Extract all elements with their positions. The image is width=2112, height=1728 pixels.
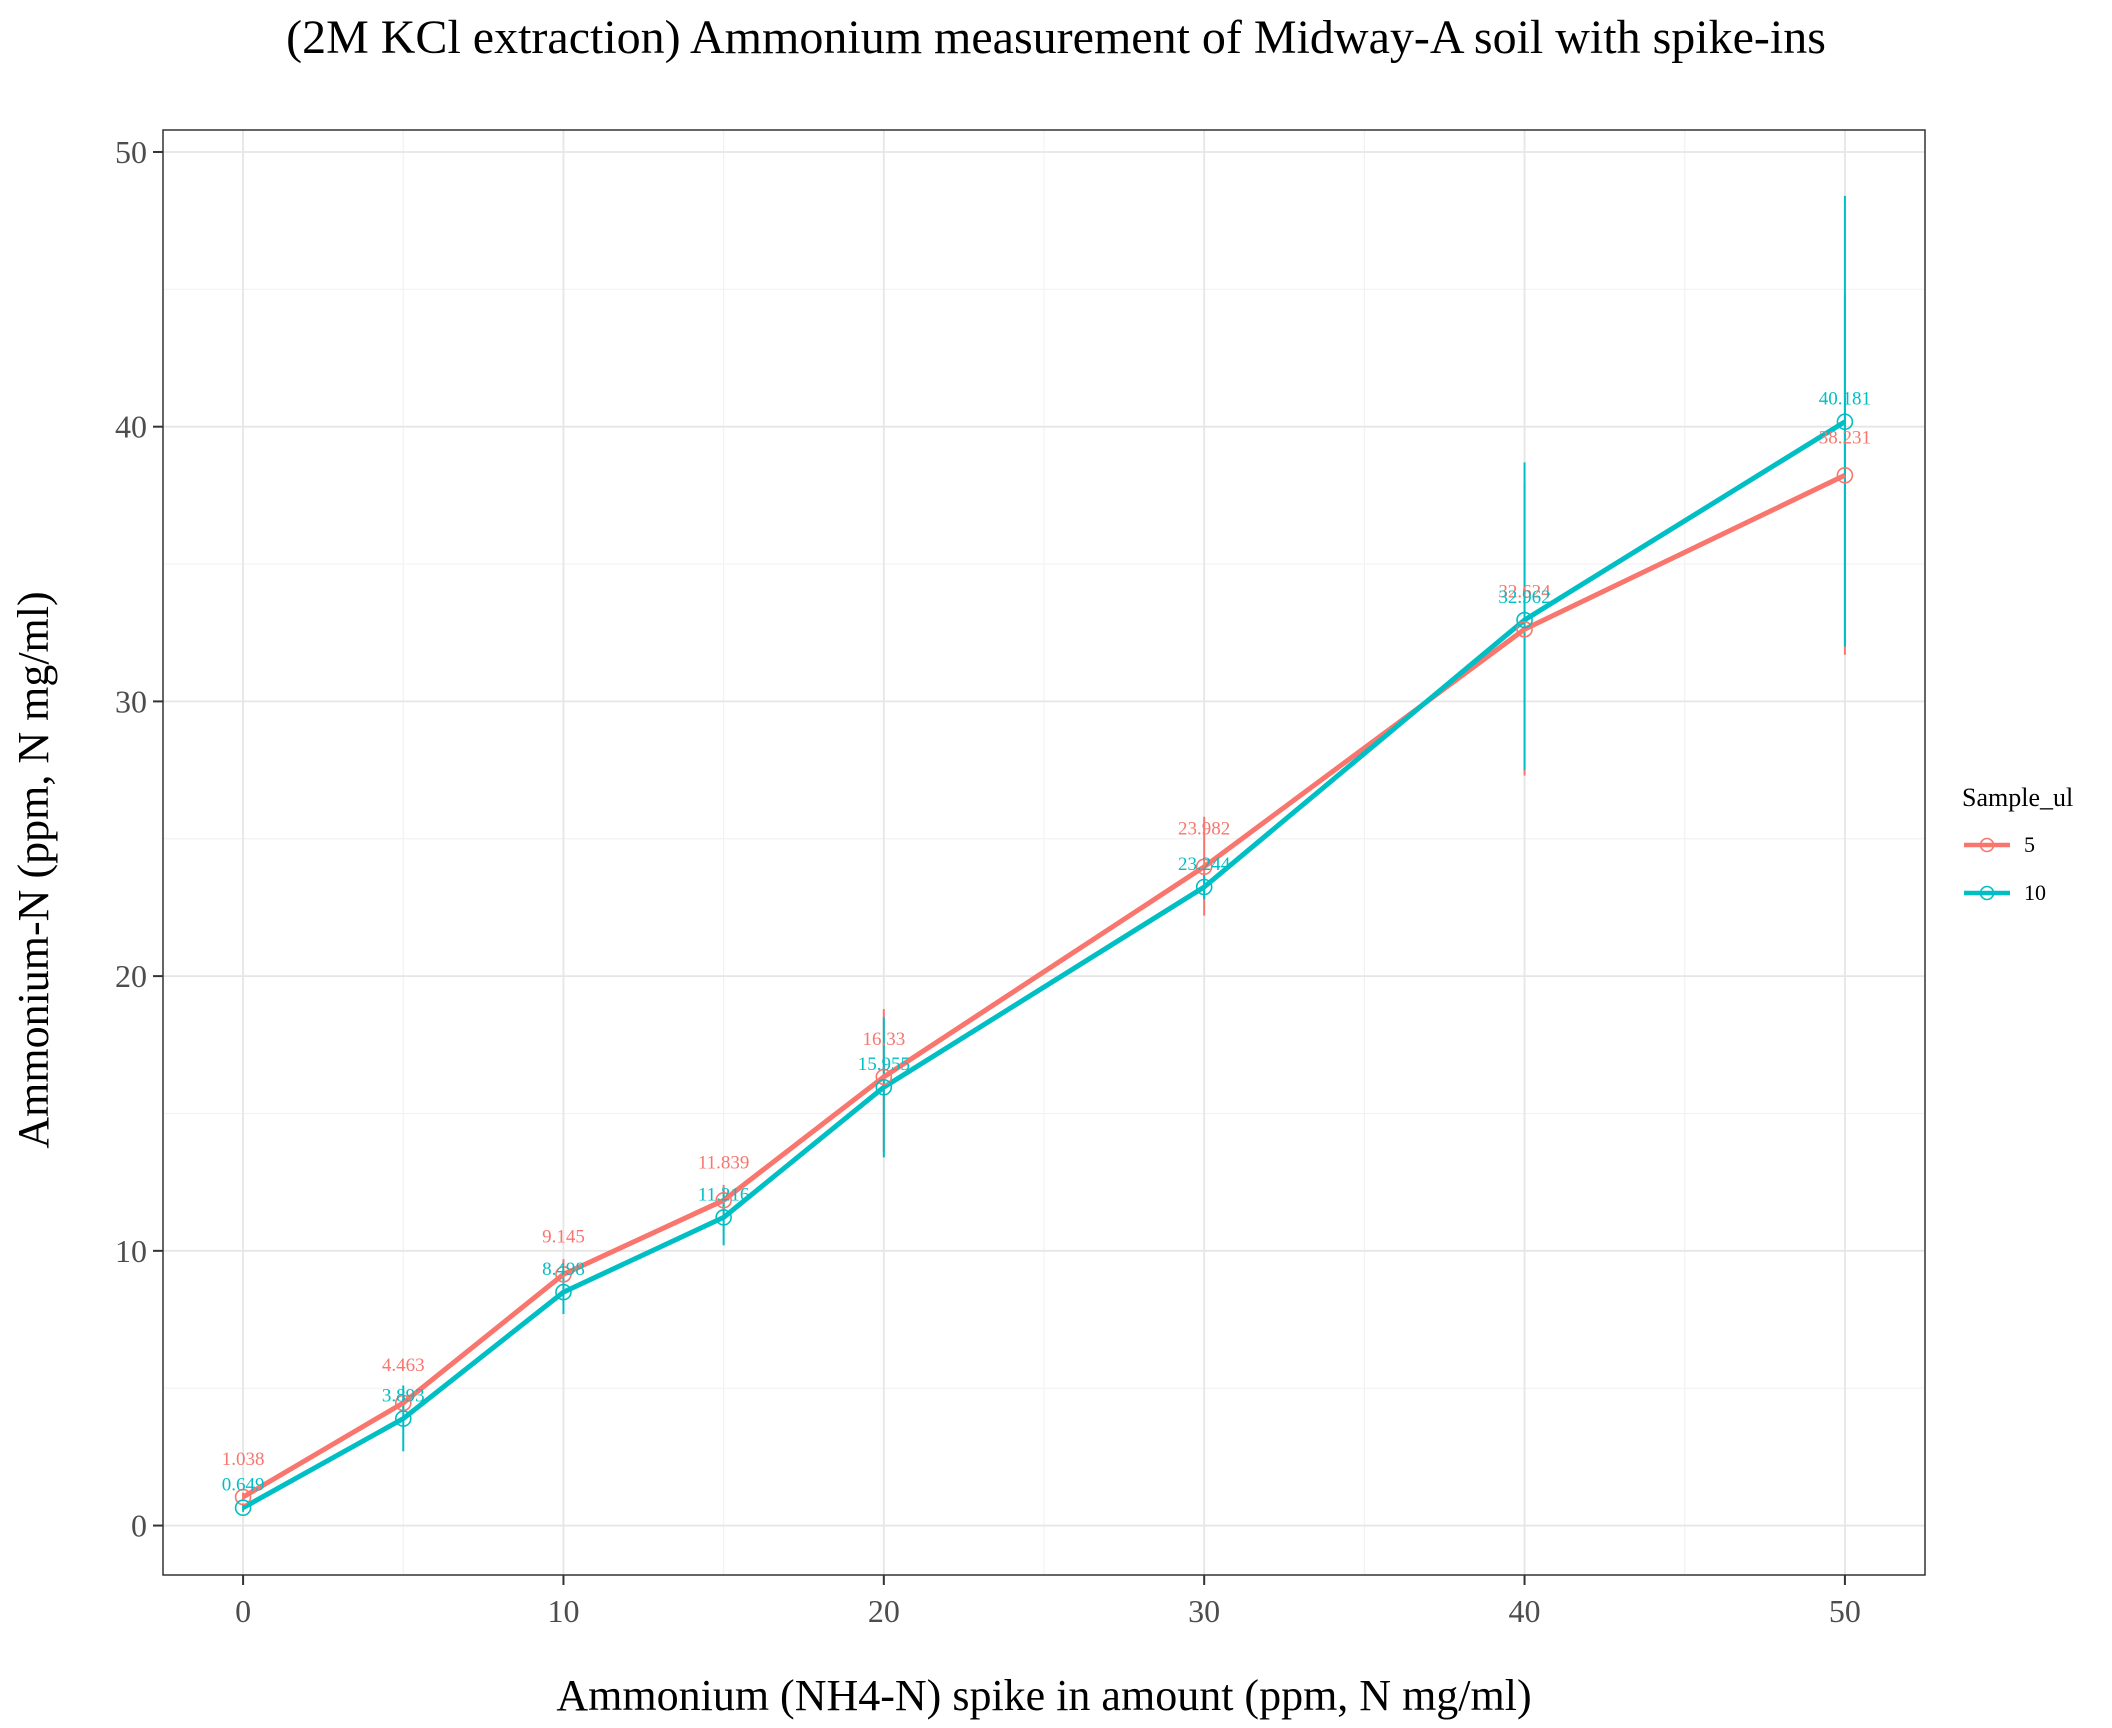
data-label: 11.839 bbox=[698, 1152, 750, 1173]
data-point bbox=[875, 1078, 893, 1096]
data-label: 32.624 bbox=[1498, 581, 1551, 602]
data-point bbox=[555, 1266, 572, 1283]
x-tick-label: 20 bbox=[868, 1593, 900, 1629]
x-tick-label: 30 bbox=[1188, 1593, 1220, 1629]
series-line-2 bbox=[241, 419, 1847, 1510]
value-labels: 1.038 4.463 9.145 11.839 16.33 23.982 32.624 38… bbox=[222, 389, 1871, 1496]
data-label: 32.962 bbox=[1498, 587, 1550, 608]
legend-key-series-1 bbox=[1964, 837, 2010, 853]
data-point bbox=[1516, 611, 1533, 629]
legend-key-series-2 bbox=[1964, 885, 2010, 901]
data-label: 23.244 bbox=[1178, 854, 1231, 875]
data-point bbox=[1836, 413, 1854, 431]
data-point bbox=[555, 1283, 572, 1301]
series-line-1 bbox=[241, 473, 1846, 1500]
legend-point bbox=[1979, 885, 1995, 901]
y-tick-label: 50 bbox=[115, 134, 147, 170]
x-tick-label: 40 bbox=[1509, 1593, 1541, 1629]
legend-title: Sample_ul bbox=[1962, 783, 2074, 812]
y-tick-label: 40 bbox=[115, 409, 147, 445]
data-point bbox=[394, 1410, 412, 1427]
data-label: 15.955 bbox=[858, 1054, 910, 1075]
data-points bbox=[234, 413, 1854, 1517]
axis-ticks bbox=[153, 150, 1846, 1585]
data-point bbox=[234, 1488, 252, 1506]
data-label: 8.498 bbox=[542, 1259, 585, 1280]
x-tick-label: 50 bbox=[1829, 1593, 1861, 1629]
data-point bbox=[234, 1499, 252, 1517]
data-point bbox=[875, 1068, 893, 1086]
tick-labels: 0 10 20 30 40 50 0 10 20 30 40 50 bbox=[115, 134, 1861, 1629]
chart-title: (2M KCl extraction) Ammonium measurement… bbox=[286, 11, 1826, 64]
data-label: 11.216 bbox=[698, 1184, 750, 1205]
data-label: 0.649 bbox=[222, 1475, 265, 1496]
y-tick-label: 30 bbox=[115, 683, 147, 719]
data-point bbox=[715, 1192, 732, 1209]
data-label: 1.038 bbox=[222, 1449, 265, 1470]
data-label: 4.463 bbox=[382, 1355, 425, 1376]
data-point bbox=[715, 1209, 732, 1226]
panel-border bbox=[162, 129, 1926, 1576]
data-point bbox=[1516, 621, 1533, 638]
data-point bbox=[1836, 466, 1854, 484]
y-tick-label: 0 bbox=[131, 1508, 147, 1544]
y-axis-title: Ammonium-N (ppm, N mg/ml) bbox=[9, 591, 58, 1149]
data-label: 38.231 bbox=[1819, 427, 1871, 448]
data-point bbox=[1195, 878, 1213, 896]
data-label: 3.893 bbox=[382, 1386, 425, 1407]
legend-label-series-1: 5 bbox=[2024, 832, 2035, 857]
minor-gridlines bbox=[163, 130, 1925, 1575]
legend-label-series-2: 10 bbox=[2024, 880, 2046, 905]
data-label: 16.33 bbox=[862, 1029, 905, 1050]
y-tick-label: 20 bbox=[115, 958, 147, 994]
x-axis-title: Ammonium (NH4-N) spike in amount (ppm, N… bbox=[556, 1671, 1532, 1720]
data-point bbox=[1195, 858, 1213, 876]
data-label: 23.982 bbox=[1178, 819, 1230, 840]
y-tick-label: 10 bbox=[115, 1233, 147, 1269]
data-label: 9.145 bbox=[542, 1226, 585, 1247]
legend-point bbox=[1979, 837, 1995, 853]
x-tick-label: 10 bbox=[547, 1593, 579, 1629]
data-label: 40.181 bbox=[1819, 389, 1871, 410]
x-tick-label: 0 bbox=[235, 1593, 251, 1629]
series-lines bbox=[241, 419, 1847, 1510]
